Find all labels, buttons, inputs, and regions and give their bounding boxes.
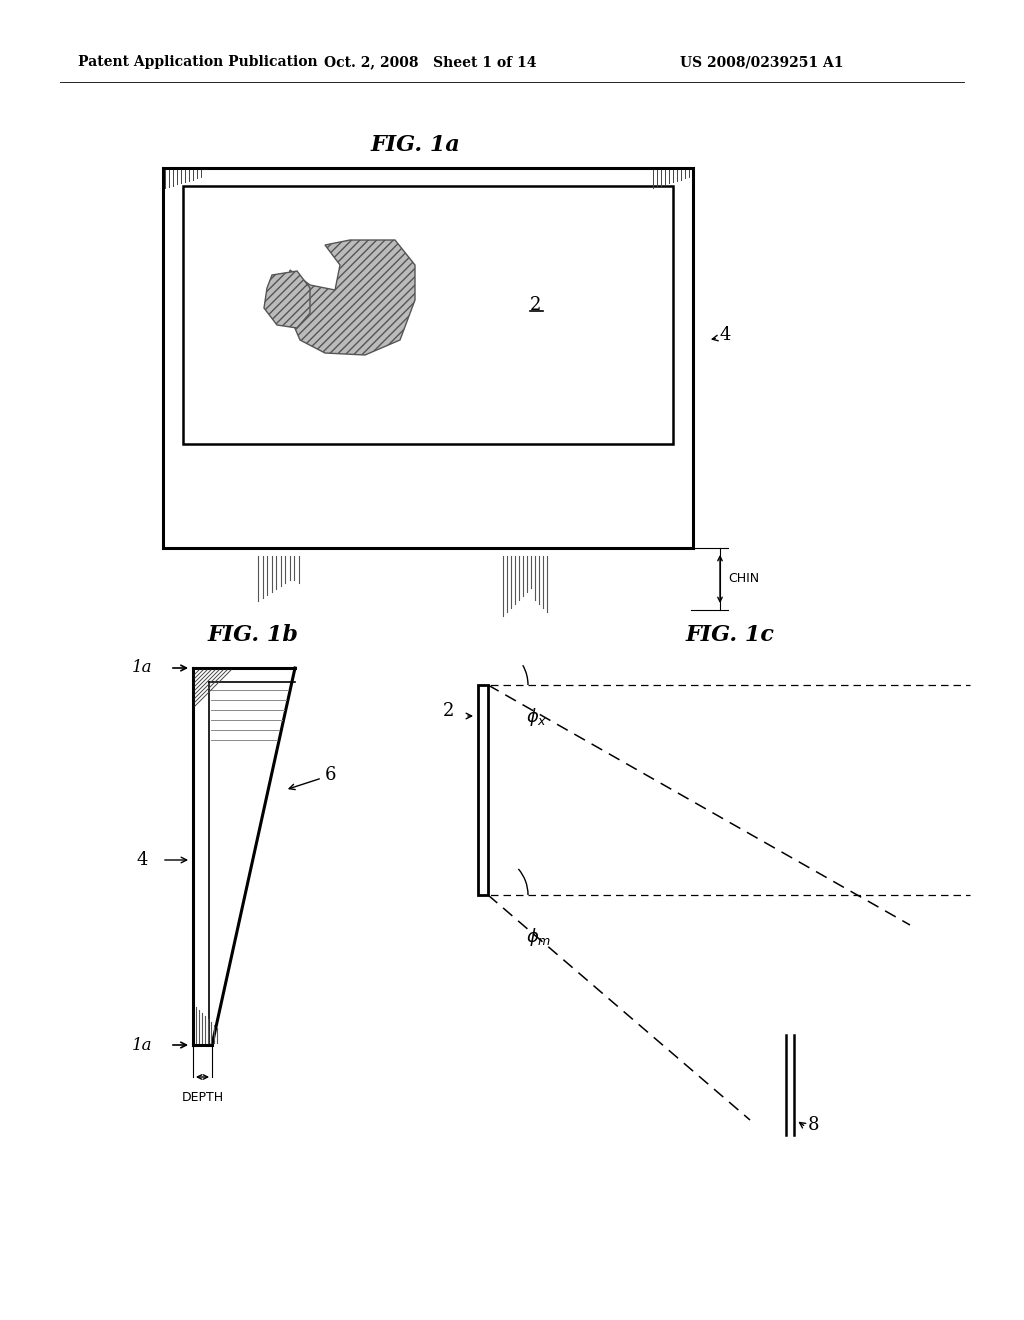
Text: CHIN: CHIN: [728, 573, 759, 586]
Text: FIG. 1c: FIG. 1c: [685, 624, 774, 645]
Bar: [183, 186, 673, 444]
Text: 6: 6: [325, 766, 337, 784]
Text: DEPTH: DEPTH: [181, 1092, 223, 1104]
Text: 2: 2: [442, 702, 454, 719]
Text: Patent Application Publication: Patent Application Publication: [78, 55, 317, 69]
Text: 1a: 1a: [131, 660, 152, 676]
Text: $\phi_m$: $\phi_m$: [526, 927, 551, 948]
Text: 8: 8: [808, 1115, 819, 1134]
Text: $\phi_x$: $\phi_x$: [526, 706, 548, 729]
Text: Oct. 2, 2008   Sheet 1 of 14: Oct. 2, 2008 Sheet 1 of 14: [324, 55, 537, 69]
Text: US 2008/0239251 A1: US 2008/0239251 A1: [680, 55, 844, 69]
Bar: [163, 168, 693, 548]
Polygon shape: [285, 240, 415, 355]
Bar: [478, 685, 488, 895]
Polygon shape: [264, 271, 310, 327]
Text: FIG. 1a: FIG. 1a: [370, 135, 460, 156]
Polygon shape: [193, 668, 295, 1045]
Text: 1a: 1a: [131, 1036, 152, 1053]
Text: 2: 2: [530, 296, 542, 314]
Text: FIG. 1b: FIG. 1b: [208, 624, 298, 645]
Text: 4: 4: [136, 851, 148, 869]
Text: 4: 4: [720, 326, 731, 345]
